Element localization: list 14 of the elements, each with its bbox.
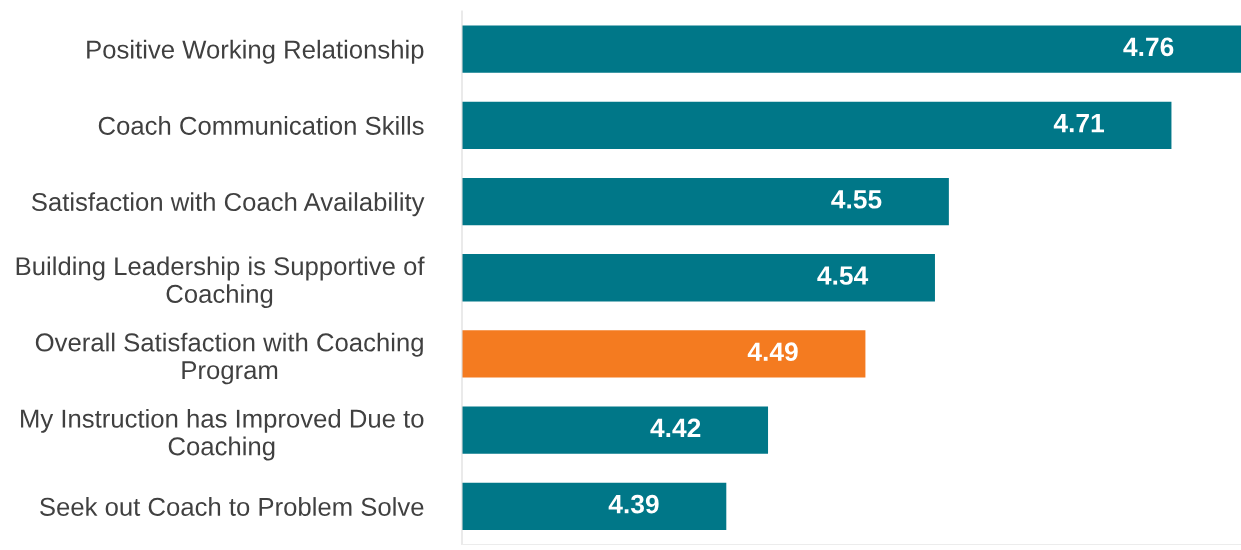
y-tick-label: Seek out Coach to Problem Solve xyxy=(40,497,424,516)
y-tick-label: Positive Working Relationship xyxy=(87,39,424,64)
data-label: 4.76 xyxy=(1123,37,1174,57)
data-label: 4.55 xyxy=(831,190,882,209)
y-tick-label: My Instruction has Improved Due to Coaching xyxy=(21,408,424,461)
data-label: 4.49 xyxy=(747,342,798,362)
data-label: 4.54 xyxy=(817,266,869,285)
y-tick-label: Building Leadership is Supportive of Coaching xyxy=(16,256,425,309)
y-tick-label: Satisfaction with Coach Availability xyxy=(31,192,425,217)
data-label: 4.71 xyxy=(1053,113,1105,133)
y-tick-label: Overall Satisfaction with Coaching Program xyxy=(35,332,423,385)
data-label: 4.39 xyxy=(608,494,659,514)
data-label: 4.42 xyxy=(650,418,701,437)
y-tick-label: Coach Communication Skills xyxy=(98,116,424,135)
